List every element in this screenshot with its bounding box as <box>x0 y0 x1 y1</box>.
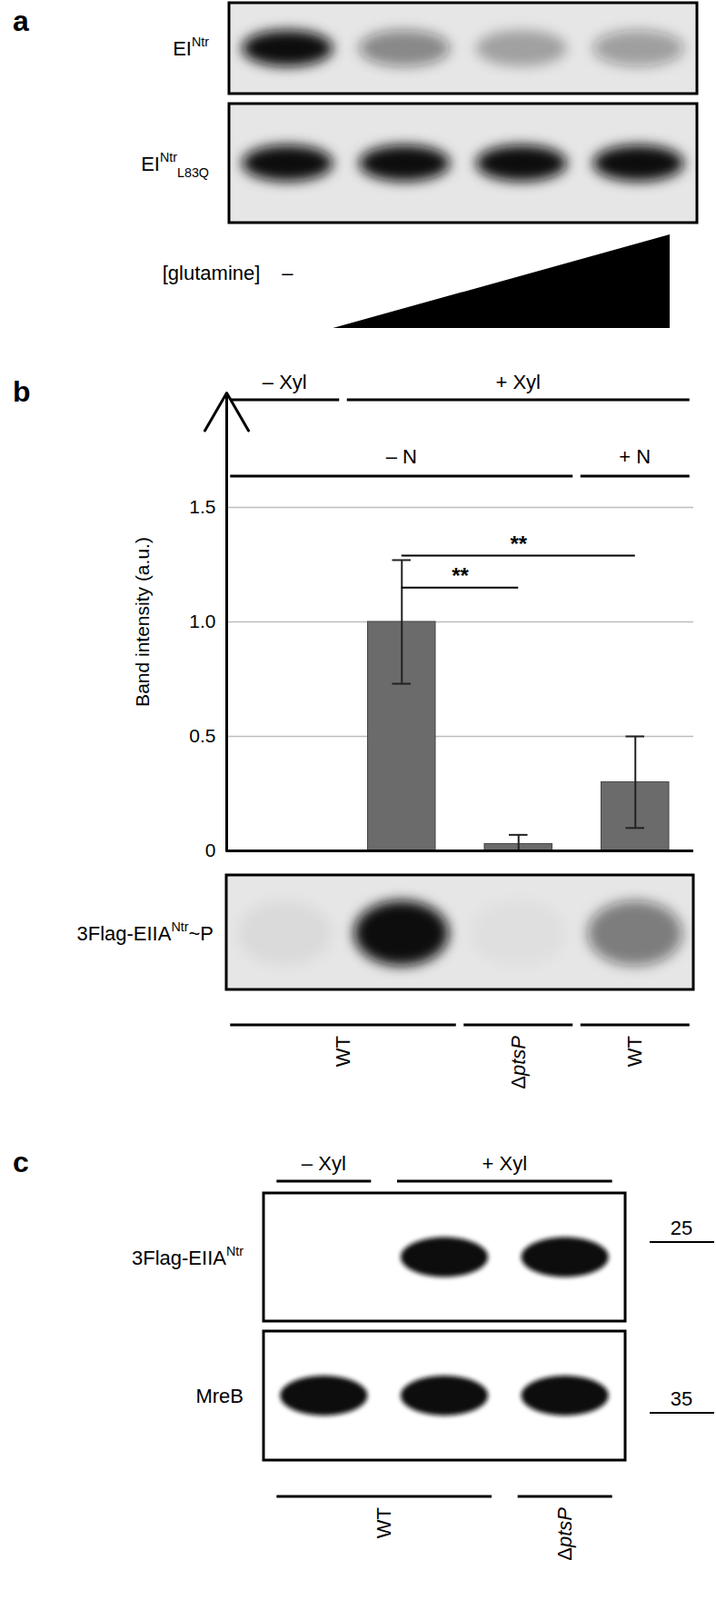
svg-text:c: c <box>12 1145 30 1179</box>
svg-text:[glutamine]: [glutamine] <box>162 261 261 285</box>
svg-text:– Xyl: – Xyl <box>262 370 308 394</box>
svg-text:–: – <box>281 261 294 285</box>
svg-text:Band intensity (a.u.): Band intensity (a.u.) <box>131 537 153 707</box>
svg-text:MreB: MreB <box>195 1384 244 1408</box>
svg-text:25: 25 <box>670 1216 693 1240</box>
svg-text:– N: – N <box>386 445 418 468</box>
svg-text:ΔptsP: ΔptsP <box>553 1507 577 1562</box>
svg-text:3Flag-EIIANtr: 3Flag-EIIANtr <box>131 1243 244 1270</box>
svg-text:3Flag-EIIANtr~P: 3Flag-EIIANtr~P <box>76 919 214 945</box>
svg-text:b: b <box>12 375 31 408</box>
svg-text:+ Xyl: + Xyl <box>495 370 541 394</box>
svg-text:**: ** <box>451 563 469 588</box>
svg-text:EINtr: EINtr <box>172 34 209 60</box>
svg-text:– Xyl: – Xyl <box>301 1152 347 1175</box>
svg-text:EINtrL83Q: EINtrL83Q <box>140 149 209 181</box>
svg-text:**: ** <box>509 531 528 557</box>
svg-text:0: 0 <box>205 839 217 861</box>
svg-text:1.5: 1.5 <box>188 496 216 518</box>
svg-text:+ N: + N <box>618 445 651 468</box>
svg-text:a: a <box>12 4 30 38</box>
svg-text:35: 35 <box>670 1387 693 1411</box>
svg-text:0.5: 0.5 <box>188 725 216 746</box>
svg-text:WT: WT <box>623 1035 647 1067</box>
svg-text:ΔptsP: ΔptsP <box>507 1035 530 1090</box>
svg-text:+ Xyl: + Xyl <box>482 1152 528 1175</box>
svg-text:WT: WT <box>372 1507 396 1539</box>
svg-text:WT: WT <box>331 1035 355 1067</box>
svg-text:1.0: 1.0 <box>188 610 216 632</box>
